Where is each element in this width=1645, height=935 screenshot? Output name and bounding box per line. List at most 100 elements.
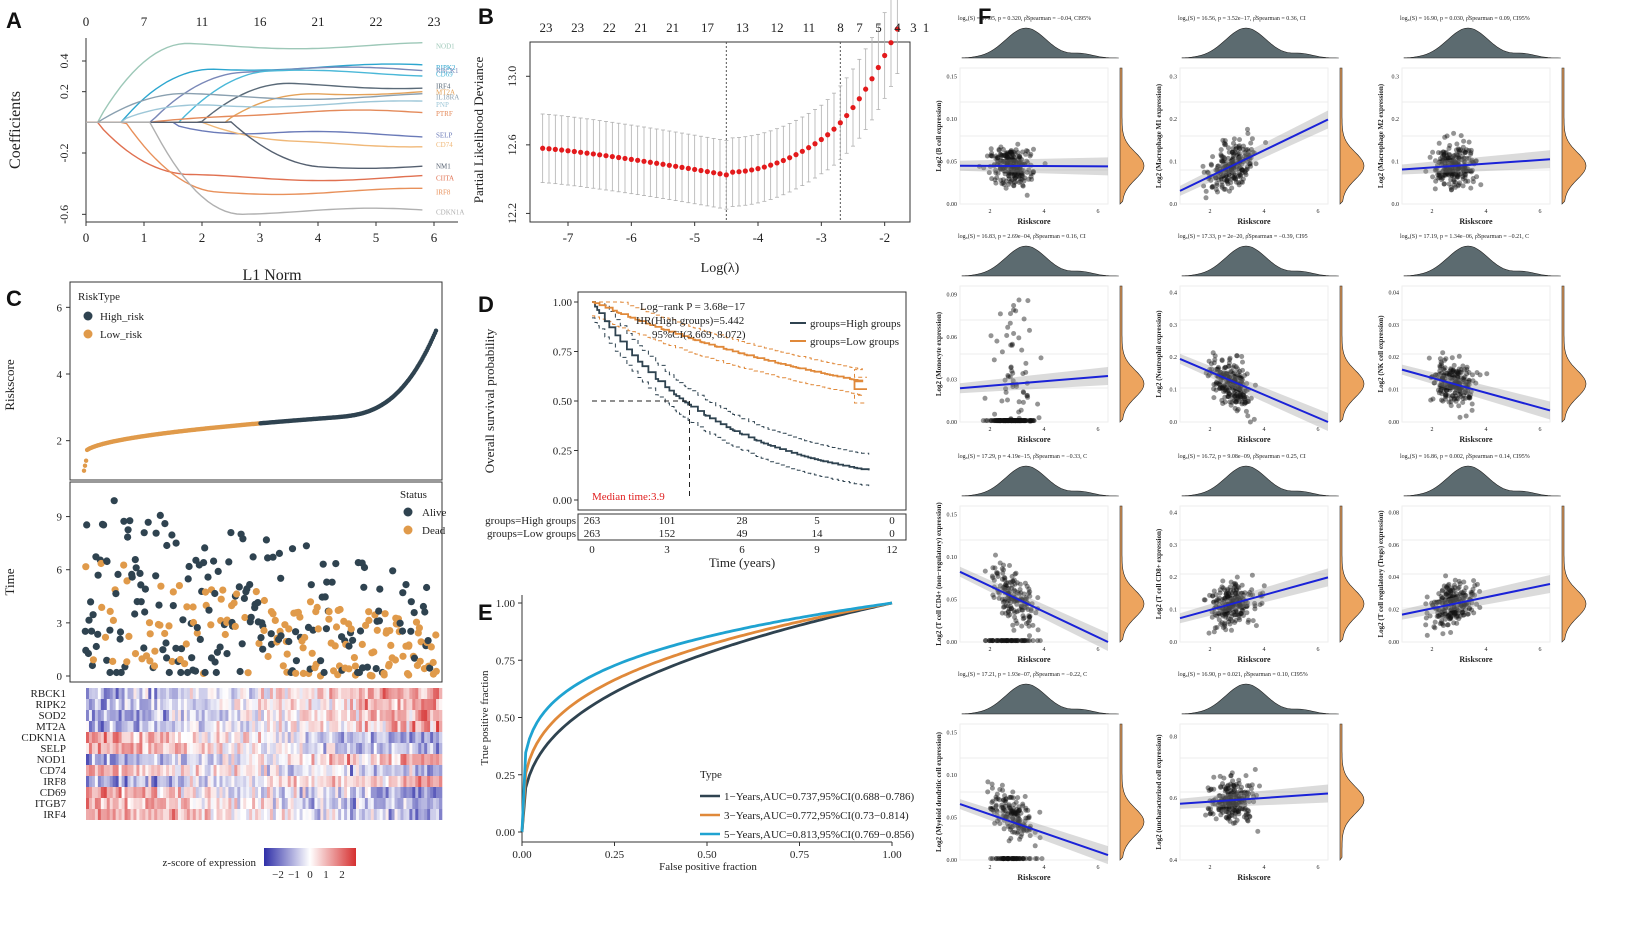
- c-time-point: [89, 656, 97, 664]
- c-time-point: [128, 573, 136, 581]
- f-ytick-label: 0.00: [1389, 640, 1400, 646]
- f-point: [1006, 169, 1012, 175]
- c-heat-cell: [424, 710, 428, 721]
- c-heat-cell: [272, 809, 277, 820]
- c-heat-cell: [264, 809, 268, 820]
- c-heat-cell: [258, 743, 262, 754]
- c-heat-cell: [243, 787, 247, 798]
- f-point: [1011, 811, 1017, 817]
- f-point: [1030, 170, 1036, 176]
- c-time-point: [419, 602, 427, 611]
- c-time-point: [380, 669, 388, 677]
- f-point: [1218, 621, 1224, 627]
- c-time-point: [210, 557, 218, 565]
- c-heat-cell: [317, 688, 321, 699]
- c-time-point: [193, 629, 201, 637]
- c-heat-cell: [100, 754, 105, 765]
- f-point: [1017, 153, 1023, 159]
- c-heat-cell: [403, 710, 407, 721]
- f-point: [1005, 856, 1011, 862]
- c-heat-cell: [175, 699, 179, 710]
- c-heat-cell: [403, 765, 407, 776]
- c-time-point: [169, 588, 177, 596]
- c-heat-cell: [391, 688, 395, 699]
- f-point: [1214, 182, 1220, 188]
- c-heat-cell: [109, 798, 113, 809]
- f-xtick-label: 6: [1539, 647, 1542, 653]
- f-point: [1015, 150, 1021, 156]
- c-heat-cell: [139, 688, 143, 699]
- c-gene-sod2: SOD2: [38, 710, 66, 722]
- f-point: [1006, 802, 1012, 808]
- c-heat-cell: [234, 688, 238, 699]
- c-heat-cell: [204, 798, 208, 809]
- f-point: [1032, 843, 1038, 849]
- c-heat-cell: [418, 710, 422, 721]
- c-heat-cell: [296, 765, 300, 776]
- c-heat-cell: [418, 798, 422, 809]
- c-heat-cell: [112, 754, 116, 765]
- c-heat-cell: [94, 798, 99, 809]
- c-heat-cell: [255, 732, 259, 743]
- c-heat-cell: [175, 754, 179, 765]
- c-heat-cell: [219, 787, 223, 798]
- c-heat-cell: [100, 765, 105, 776]
- c-heat-cell: [180, 732, 185, 743]
- c-heat-cell: [231, 699, 235, 710]
- f-point: [1006, 181, 1012, 187]
- c-time-point: [230, 599, 238, 607]
- c-heat-cell: [403, 688, 407, 699]
- c-heat-cell: [415, 809, 419, 820]
- c-heat-cell: [415, 754, 419, 765]
- c-heat-cell: [222, 710, 226, 721]
- c-heat-cell: [121, 732, 125, 743]
- c-heat-cell: [329, 754, 333, 765]
- f-point: [1245, 131, 1251, 136]
- c-heat-cell: [350, 732, 354, 743]
- c-heat-cell: [320, 809, 324, 820]
- f-point: [1011, 802, 1017, 807]
- c-heat-cell: [130, 721, 134, 732]
- c-heat-cell: [275, 754, 280, 765]
- c-heat-cell: [121, 754, 125, 765]
- c-time-point: [231, 622, 239, 631]
- c-heat-cell: [430, 732, 434, 743]
- f-point: [989, 153, 995, 159]
- c-heat-cell: [323, 743, 327, 754]
- f-subplot-6: log₆(S) = 17.29, p = 4.19e−15, ρ̂Spearma…: [935, 453, 1145, 664]
- f-ytick-label: 0.04: [1389, 575, 1400, 581]
- c-heat-cell: [364, 754, 369, 765]
- c-time-point: [162, 639, 170, 647]
- c-time-point: [131, 556, 139, 564]
- e-ytick-label: 0.25: [496, 770, 516, 782]
- e-x-ticks: 0.00 0.25 0.50 0.75 1.00: [512, 842, 902, 861]
- c-heat-cell: [234, 809, 238, 820]
- c-heat-cell: [406, 776, 410, 787]
- f-point: [989, 176, 995, 182]
- c-heat-cell: [344, 765, 348, 776]
- f-point: [1018, 170, 1024, 176]
- c-heat-cell: [186, 787, 191, 798]
- f-point: [1000, 177, 1006, 183]
- c-heat-cell: [266, 732, 271, 743]
- f-point: [1484, 371, 1490, 377]
- c-heat-cell: [275, 787, 280, 798]
- c-heat-cell: [246, 787, 250, 798]
- c-heat-cell: [403, 776, 407, 787]
- c-heat-cell: [177, 721, 182, 732]
- c-heat-cell: [148, 798, 152, 809]
- c-heat-cell: [86, 787, 90, 798]
- c-heat-cell: [418, 776, 422, 787]
- d-risk-low-0: 263: [584, 528, 601, 540]
- c-heat-cell: [169, 754, 173, 765]
- f-xtick-label: 4: [1263, 209, 1266, 215]
- f-point: [1004, 638, 1009, 644]
- f-point: [1017, 581, 1023, 587]
- c-heat-cell: [415, 765, 419, 776]
- c-heat-cell: [180, 809, 185, 820]
- c-time-point: [320, 668, 328, 677]
- c-heat-cell: [261, 798, 265, 809]
- c-heat-cell: [338, 699, 342, 710]
- f-point: [1216, 595, 1222, 601]
- f-ytick-label: 0.2: [1170, 575, 1178, 581]
